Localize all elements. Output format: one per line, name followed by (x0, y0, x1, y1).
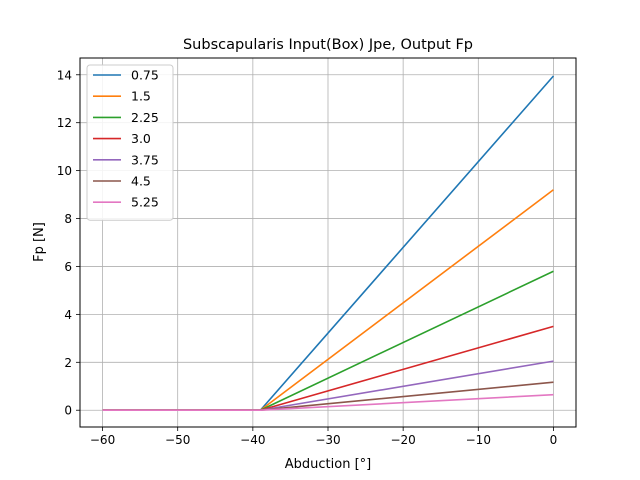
y-axis-label: Fp [N] (32, 222, 47, 262)
y-axis-ticks: 0 2 4 6 8 10 12 14 (57, 68, 80, 418)
legend-box (86, 64, 174, 221)
x-tick-label: −50 (165, 433, 190, 447)
legend-label: 5.25 (131, 195, 159, 210)
legend-label: 1.5 (131, 89, 151, 104)
y-tick-label: 4 (64, 308, 72, 322)
legend-label: 2.25 (131, 110, 159, 125)
legend: 0.75 1.5 2.25 3.0 3.75 4.5 5.25 (86, 64, 174, 221)
legend-label: 4.5 (131, 174, 151, 189)
x-tick-label: −40 (240, 433, 265, 447)
y-tick-label: 2 (64, 356, 72, 370)
y-tick-label: 0 (64, 404, 72, 418)
x-axis-ticks: −60 −50 −40 −30 −20 −10 0 (90, 427, 557, 447)
y-tick-label: 6 (64, 260, 72, 274)
legend-label: 3.0 (131, 131, 151, 146)
x-tick-label: −20 (390, 433, 415, 447)
y-tick-label: 8 (64, 212, 72, 226)
x-tick-label: 0 (550, 433, 558, 447)
x-tick-label: −60 (90, 433, 115, 447)
chart-title: Subscapularis Input(Box) Jpe, Output Fp (183, 37, 473, 53)
y-tick-label: 12 (57, 116, 72, 130)
x-tick-label: −10 (466, 433, 491, 447)
legend-label: 3.75 (131, 152, 159, 167)
series-line-6 (102, 393, 554, 412)
y-tick-label: 14 (57, 68, 72, 82)
x-tick-label: −30 (315, 433, 340, 447)
legend-label: 0.75 (131, 68, 159, 83)
y-tick-label: 10 (57, 164, 72, 178)
x-axis-label: Abduction [°] (285, 457, 371, 472)
series-lines (102, 75, 555, 412)
